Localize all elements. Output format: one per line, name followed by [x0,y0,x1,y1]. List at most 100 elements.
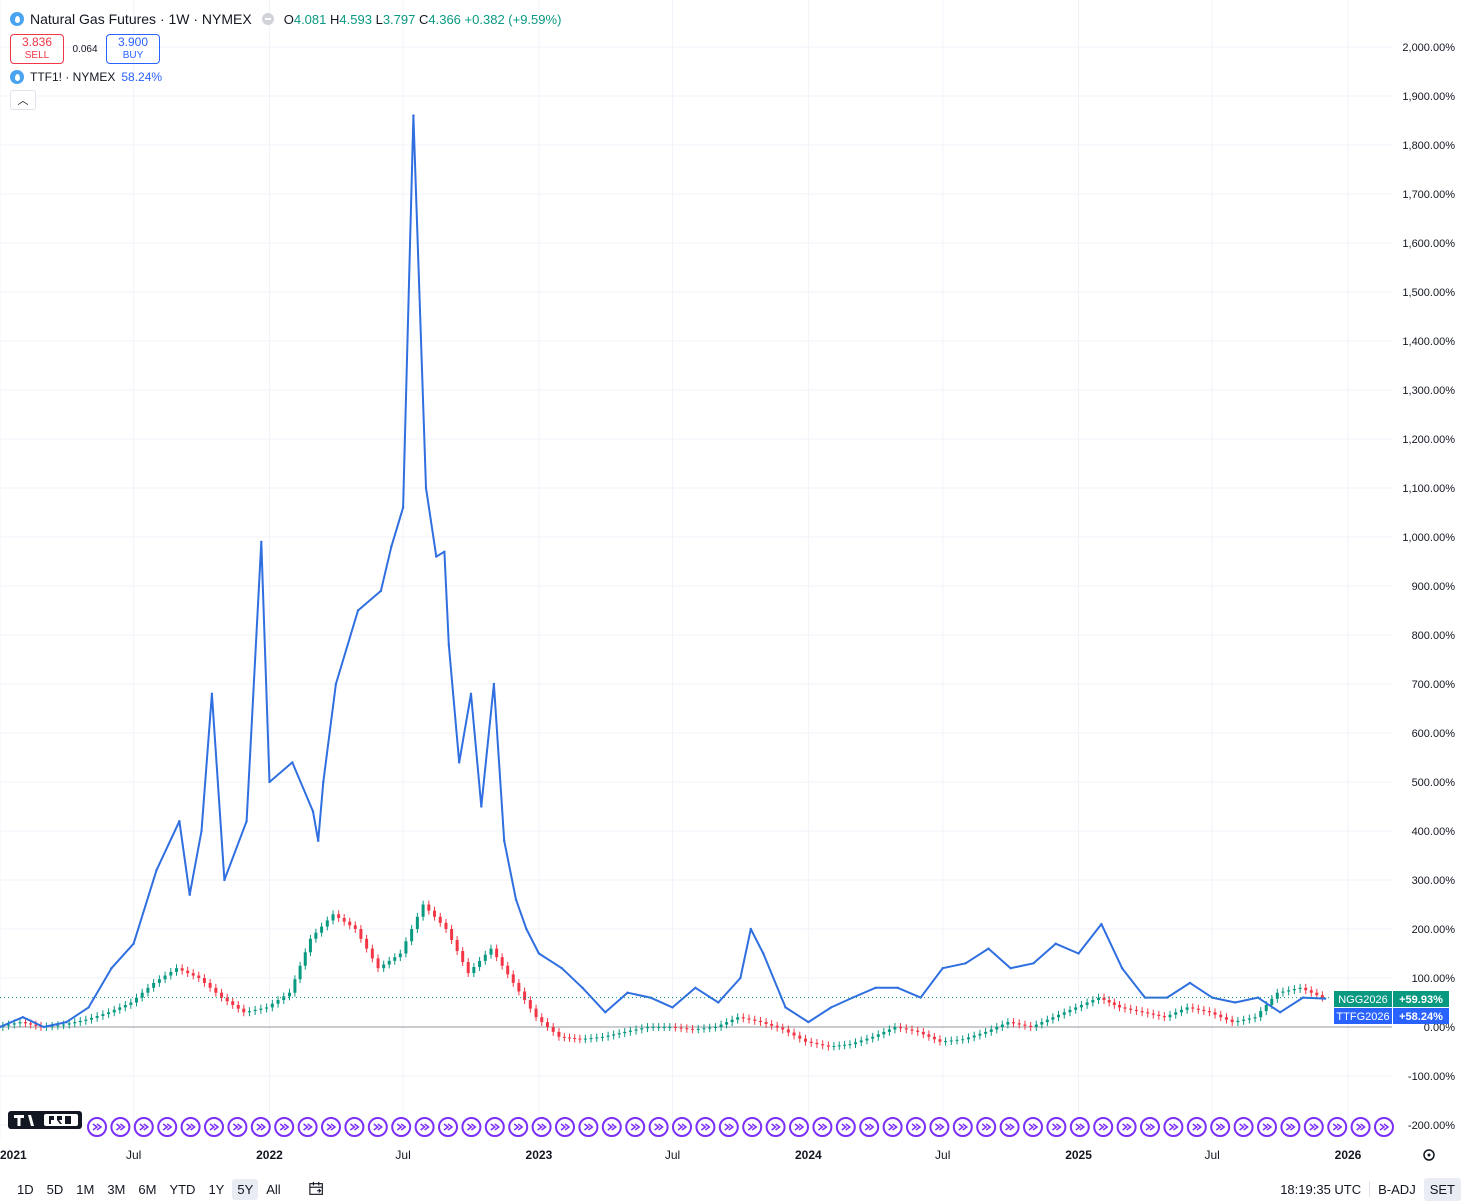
candle-body [557,1031,561,1037]
range-button-1d[interactable]: 1D [17,1181,34,1197]
candle-body [595,1037,599,1039]
event-marker-glyph [303,1123,313,1131]
session-toggle[interactable]: SET [1423,1177,1461,1201]
candle-body [293,979,297,993]
event-marker-glyph [700,1123,711,1131]
range-button-ytd[interactable]: YTD [169,1181,196,1197]
candle-body [444,922,448,929]
range-button-1m[interactable]: 1M [76,1181,95,1197]
axis-settings-gear-icon[interactable] [1423,1149,1435,1161]
candle-body [562,1036,566,1038]
price-label-symbol: NGG2026 [1338,994,1388,1006]
x-tick-label: Jul [935,1148,950,1162]
compare-legend-row[interactable]: TTF1! · NYMEX 58.24% [10,70,561,84]
x-tick-label: 2024 [795,1148,822,1162]
candle-body [837,1045,841,1047]
event-marker-glyph [560,1123,571,1131]
candle-body [410,929,414,942]
ttf-data-point [784,1006,787,1009]
candle-body [612,1034,616,1036]
candle-body [1118,1004,1122,1008]
candle-body [433,910,437,917]
candle-body [640,1028,644,1030]
candle-body [175,968,179,972]
ttf-series-line[interactable] [0,114,1326,1028]
event-marker-glyph [911,1123,922,1131]
candle-body [1230,1019,1234,1023]
ttf-data-point [581,986,584,989]
price-label-symbol-bg [1334,991,1392,1007]
candle-body [809,1041,813,1043]
range-buttons: 1D 5D 1M 3M 6M YTD 1Y 5Y All [9,1178,286,1200]
visibility-icon[interactable] [261,13,274,25]
candle-body [303,952,307,966]
ttf-data-point [412,114,415,117]
change-value: +0.382 (+9.59%) [464,11,562,27]
range-button-all[interactable]: All [266,1181,281,1197]
candle-body [1253,1017,1257,1019]
candle-body [325,920,329,927]
candle-body [646,1027,650,1029]
candle-body [298,965,302,980]
range-button-5y[interactable]: 5Y [232,1178,259,1200]
candle-body [1045,1019,1049,1023]
calendar-icon[interactable] [308,1181,326,1197]
candle-body [202,978,206,983]
sell-button[interactable]: 3.836 SELL [10,34,64,64]
collapse-legend-button[interactable]: ︿ [10,90,36,110]
clock[interactable]: 18:19:35 UTC [1280,1181,1362,1197]
close-key: C [418,11,429,27]
candle-body [528,1000,532,1009]
ttf-data-point [1188,981,1192,985]
ttf-data-point [1077,952,1080,955]
candle-body [702,1028,706,1030]
candle-body [157,979,161,983]
ttf-data-point [1233,1001,1237,1004]
buy-button[interactable]: 3.900 BUY [106,34,160,64]
open-key: O [283,11,294,27]
event-marker-glyph [771,1123,781,1131]
candle-body [887,1029,891,1032]
candle-body [511,974,515,983]
candle-body [247,1011,251,1013]
sell-price: 3.836 [21,35,53,49]
candle-body [859,1040,863,1043]
range-button-3m[interactable]: 3M [107,1181,126,1197]
candle-body [995,1027,999,1030]
ttf-data-point [188,893,191,896]
candle-body [1281,991,1285,993]
candle-body [899,1027,903,1029]
candle-body [359,929,363,939]
y-tick-label: 100.00% [1412,973,1456,985]
candle-body [523,991,527,1001]
candle-body [1202,1009,1206,1012]
adjustment-toggle[interactable]: B-ADJ [1378,1181,1416,1197]
candle-body [382,964,386,969]
event-marker-glyph [92,1123,103,1131]
range-button-1y[interactable]: 1Y [208,1181,225,1197]
candle-body [1151,1013,1155,1015]
candle-body [398,953,402,958]
candle-body [1309,990,1313,993]
y-tick-label: 400.00% [1412,826,1456,838]
range-button-6m[interactable]: 6M [138,1181,157,1197]
candle-body [415,916,419,929]
range-button-5d[interactable]: 5D [46,1181,64,1197]
event-marker-glyph [934,1123,945,1131]
ttf-data-point [155,869,158,872]
event-marker-glyph [466,1123,477,1131]
candle-body [208,982,212,988]
candle-body [984,1031,988,1034]
series-title[interactable]: Natural Gas Futures · 1W · NYMEX [30,11,252,27]
ttf-data-point [525,927,528,931]
event-marker-glyph [209,1123,220,1131]
candle-body [628,1030,632,1032]
event-marker-glyph [1285,1123,1296,1131]
y-tick-label: -100.00% [1408,1071,1455,1083]
candle-body [89,1017,93,1020]
candle-body [927,1034,931,1037]
candle-body [573,1038,577,1040]
candle-body [308,938,312,953]
candle-body [62,1024,66,1026]
